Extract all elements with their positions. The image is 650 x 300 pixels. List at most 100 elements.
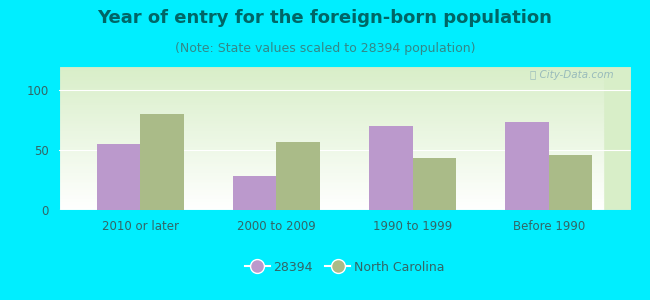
- Bar: [58, 180, 603, 181]
- Bar: [58, 154, 603, 155]
- Bar: [58, 91, 603, 92]
- Bar: [58, 105, 603, 106]
- Bar: [58, 190, 603, 191]
- Bar: [58, 187, 603, 188]
- Bar: [58, 149, 603, 151]
- Bar: [58, 82, 603, 83]
- Bar: [58, 194, 603, 196]
- Bar: [58, 185, 603, 187]
- Bar: [58, 132, 603, 134]
- Bar: [233, 176, 276, 210]
- Bar: [58, 68, 603, 69]
- Bar: [58, 112, 603, 113]
- Bar: [58, 142, 603, 144]
- Bar: [58, 144, 603, 145]
- Bar: [58, 172, 603, 174]
- Bar: [58, 106, 603, 108]
- Bar: [549, 155, 592, 210]
- Bar: [58, 148, 603, 149]
- Bar: [140, 114, 184, 210]
- Bar: [58, 125, 603, 127]
- Text: (Note: State values scaled to 28394 population): (Note: State values scaled to 28394 popu…: [175, 42, 475, 55]
- Bar: [58, 113, 603, 115]
- Bar: [369, 126, 413, 210]
- Bar: [58, 89, 603, 91]
- Bar: [58, 115, 603, 116]
- Bar: [58, 207, 603, 208]
- Bar: [58, 69, 603, 70]
- Bar: [276, 142, 320, 210]
- Bar: [58, 79, 603, 80]
- Bar: [58, 96, 603, 98]
- Bar: [58, 118, 603, 119]
- Bar: [58, 134, 603, 135]
- Bar: [58, 181, 603, 183]
- Bar: [58, 124, 603, 125]
- Bar: [58, 122, 603, 124]
- Bar: [58, 157, 603, 158]
- Bar: [58, 147, 603, 148]
- Bar: [58, 76, 603, 77]
- Bar: [58, 197, 603, 199]
- Bar: [58, 151, 603, 152]
- Bar: [413, 158, 456, 210]
- Bar: [58, 86, 603, 88]
- Bar: [58, 136, 603, 138]
- Bar: [58, 183, 603, 184]
- Text: Year of entry for the foreign-born population: Year of entry for the foreign-born popul…: [98, 9, 552, 27]
- Bar: [58, 158, 603, 160]
- Bar: [58, 109, 603, 111]
- Bar: [58, 201, 603, 203]
- Bar: [58, 111, 603, 112]
- Bar: [58, 99, 603, 100]
- Bar: [58, 108, 603, 109]
- Bar: [58, 88, 603, 89]
- Bar: [58, 100, 603, 102]
- Bar: [58, 85, 603, 86]
- Bar: [58, 128, 603, 129]
- Bar: [276, 142, 320, 210]
- Bar: [58, 193, 603, 194]
- Bar: [58, 83, 603, 85]
- Bar: [58, 152, 603, 154]
- Text: ⓘ City-Data.com: ⓘ City-Data.com: [530, 70, 614, 80]
- Bar: [58, 135, 603, 136]
- Bar: [58, 167, 603, 168]
- Bar: [58, 177, 603, 178]
- Bar: [58, 98, 603, 99]
- Bar: [58, 80, 603, 82]
- Bar: [58, 141, 603, 142]
- Bar: [58, 70, 603, 72]
- Bar: [97, 144, 140, 210]
- Bar: [58, 77, 603, 79]
- Bar: [58, 170, 603, 171]
- Bar: [140, 114, 184, 210]
- Bar: [58, 93, 603, 95]
- Bar: [58, 66, 603, 68]
- Bar: [58, 73, 603, 75]
- Bar: [58, 199, 603, 200]
- Bar: [233, 176, 276, 210]
- Bar: [58, 165, 603, 167]
- Bar: [58, 206, 603, 207]
- Bar: [58, 131, 603, 132]
- Bar: [58, 204, 603, 206]
- Bar: [505, 122, 549, 210]
- Bar: [58, 155, 603, 157]
- Bar: [58, 188, 603, 190]
- Bar: [58, 92, 603, 93]
- Bar: [58, 203, 603, 204]
- Bar: [58, 174, 603, 176]
- Bar: [58, 140, 603, 141]
- Bar: [58, 116, 603, 118]
- Bar: [58, 145, 603, 147]
- Bar: [58, 168, 603, 170]
- Bar: [369, 126, 413, 210]
- Bar: [58, 161, 603, 163]
- Bar: [58, 191, 603, 193]
- Bar: [58, 176, 603, 177]
- Bar: [58, 129, 603, 131]
- Bar: [58, 200, 603, 201]
- Bar: [413, 158, 456, 210]
- Bar: [58, 103, 603, 105]
